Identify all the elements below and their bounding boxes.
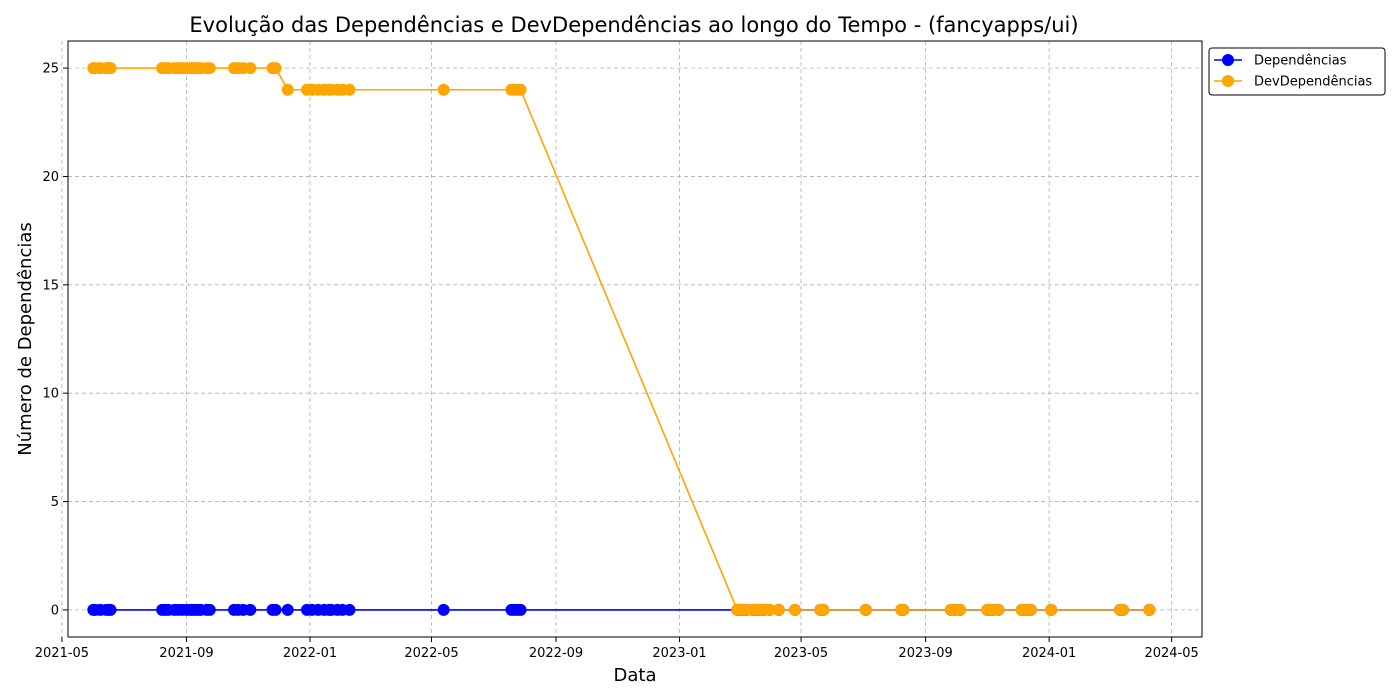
x-tick-label: 2024-05 [1144, 646, 1198, 661]
data-point [954, 603, 967, 616]
y-tick-label: 15 [42, 278, 59, 293]
data-point [343, 603, 356, 616]
data-point [281, 83, 294, 96]
data-point [992, 603, 1005, 616]
legend-frame [1208, 47, 1386, 96]
grid-lines [61, 41, 1202, 637]
data-point [514, 83, 527, 96]
legend-item: Dependências [1214, 54, 1347, 69]
chart-title: Evolução das Dependências e DevDependênc… [189, 13, 1078, 37]
data-point [104, 603, 117, 616]
x-tick-label: 2024-01 [1022, 646, 1076, 661]
y-tick-label: 10 [42, 387, 59, 402]
y-tick-label: 20 [42, 170, 59, 185]
data-point [763, 603, 776, 616]
data-point [1117, 603, 1130, 616]
x-tick-label: 2023-05 [774, 646, 828, 661]
x-tick-label: 2023-09 [898, 646, 952, 661]
legend-label: DevDependências [1254, 75, 1372, 90]
legend-swatch-marker [1222, 75, 1234, 87]
y-tick-label: 25 [42, 62, 59, 77]
data-point [343, 83, 356, 96]
data-point [437, 603, 450, 616]
x-tick-label: 2022-09 [529, 646, 583, 661]
x-tick-label: 2021-09 [159, 646, 213, 661]
x-tick-label: 2023-01 [652, 646, 706, 661]
x-tick-label: 2022-01 [283, 646, 337, 661]
data-point [817, 603, 830, 616]
axis-ticks: 2021-05 2021-09 2022-01 2022-05 2022-09 2023-… [35, 62, 1199, 661]
data-point [859, 603, 872, 616]
plot-frame [67, 40, 1203, 638]
data-point [203, 62, 216, 75]
data-point [269, 62, 282, 75]
legend-swatch-marker [1222, 54, 1234, 66]
data-point [281, 603, 294, 616]
x-axis-title: Data [614, 665, 657, 686]
y-tick-label: 5 [51, 495, 59, 510]
data-point [269, 603, 282, 616]
data-point [772, 603, 785, 616]
data-point [897, 603, 910, 616]
data-point [244, 62, 257, 75]
x-tick-label: 2021-05 [35, 646, 89, 661]
legend: Dependências DevDependências [1208, 47, 1386, 96]
data-point [437, 83, 450, 96]
data-point [104, 62, 117, 75]
data-point [1024, 603, 1037, 616]
x-tick-label: 2022-05 [404, 646, 458, 661]
legend-label: Dependências [1254, 54, 1347, 69]
series-2 [87, 62, 1156, 616]
y-axis-title: Número de Dependências [15, 222, 36, 456]
series-layer [87, 62, 1156, 616]
y-tick-label: 0 [51, 603, 59, 618]
series-line [93, 67, 1150, 611]
legend-item: DevDependências [1214, 75, 1372, 90]
data-point [1045, 603, 1058, 616]
data-point [203, 603, 216, 616]
data-point [788, 603, 801, 616]
data-point [1143, 603, 1156, 616]
data-point [244, 603, 257, 616]
data-point [514, 603, 527, 616]
